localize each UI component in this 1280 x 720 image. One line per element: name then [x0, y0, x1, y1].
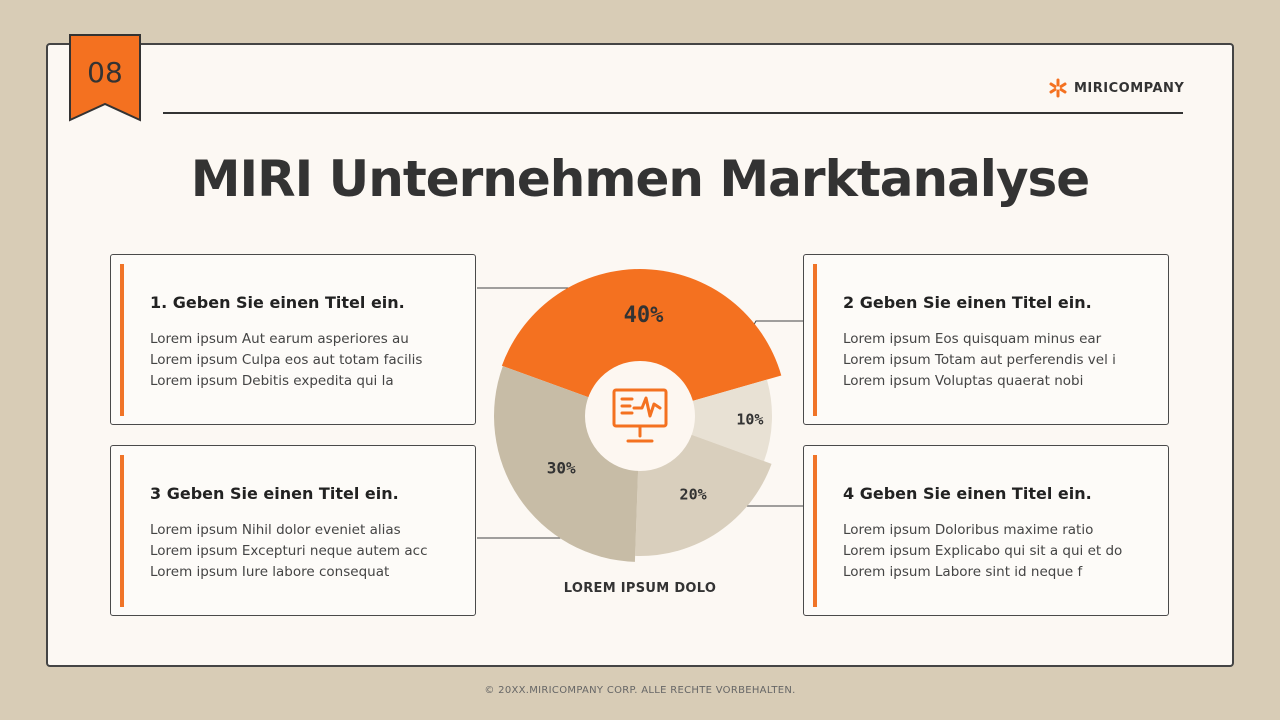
card-text-line: Lorem ipsum Excepturi neque autem acc — [150, 543, 428, 559]
card-accent-bar — [813, 264, 817, 416]
card-text-line: Lorem ipsum Labore sint id neque f — [843, 564, 1083, 580]
card-accent-bar — [120, 455, 124, 607]
footer-copyright: © 20XX.MIRICOMPANY CORP. ALLE RECHTE VOR… — [484, 685, 796, 696]
asterisk-logo-icon — [1049, 78, 1067, 98]
pie-labels: 40% 10% 20% 30% — [547, 303, 764, 503]
card-text-line: Lorem ipsum Totam aut perferendis vel i — [843, 352, 1116, 368]
card-title: 3 Geben Sie einen Titel ein. — [150, 484, 399, 503]
card-text-line: Lorem ipsum Iure labore consequat — [150, 564, 390, 580]
pie-slice-label-2: 10% — [736, 410, 763, 428]
pie-slice-1 — [501, 268, 782, 416]
page-number: 08 — [87, 56, 123, 89]
card-accent-bar — [120, 264, 124, 416]
info-card-2: 2 Geben Sie einen Titel ein. Lorem ipsum… — [803, 254, 1169, 425]
pie-slice-2 — [640, 379, 773, 462]
info-card-4: 4 Geben Sie einen Titel ein. Lorem ipsum… — [803, 445, 1169, 616]
card-text-line: Lorem ipsum Debitis expedita qui la — [150, 373, 394, 389]
pie-center-circle — [585, 361, 695, 471]
page-title: MIRI Unternehmen Marktanalyse — [190, 150, 1090, 208]
pie-slice-label-3: 20% — [680, 485, 707, 503]
pie-slice-label-4: 30% — [547, 459, 576, 478]
info-card-1: 1. Geben Sie einen Titel ein. Lorem ipsu… — [110, 254, 476, 425]
brand-name: MIRICOMPANY — [1074, 80, 1185, 96]
page-number-badge: 08 — [69, 34, 141, 122]
card-text-line: Lorem ipsum Voluptas quaerat nobi — [843, 373, 1084, 389]
bookmark-icon — [69, 34, 141, 122]
pie-slice-label-1: 40% — [624, 303, 664, 328]
card-title: 4 Geben Sie einen Titel ein. — [843, 484, 1092, 503]
card-title: 1. Geben Sie einen Titel ein. — [150, 293, 405, 312]
card-text-line: Lorem ipsum Nihil dolor eveniet alias — [150, 522, 401, 538]
card-text-line: Lorem ipsum Explicabo qui sit a qui et d… — [843, 543, 1123, 559]
card-text-line: Lorem ipsum Aut earum asperiores au — [150, 331, 409, 347]
card-title: 2 Geben Sie einen Titel ein. — [843, 293, 1092, 312]
card-text-line: Lorem ipsum Culpa eos aut totam facilis — [150, 352, 423, 368]
header-divider — [163, 112, 1183, 114]
brand-logo: MIRICOMPANY — [1048, 76, 1184, 100]
info-card-3: 3 Geben Sie einen Titel ein. Lorem ipsum… — [110, 445, 476, 616]
pie-caption: LOREM IPSUM DOLO — [563, 581, 717, 596]
card-text-line: Lorem ipsum Doloribus maxime ratio — [843, 522, 1094, 538]
card-text-line: Lorem ipsum Eos quisquam minus ear — [843, 331, 1102, 347]
monitor-chart-icon — [612, 388, 668, 443]
card-accent-bar — [813, 455, 817, 607]
